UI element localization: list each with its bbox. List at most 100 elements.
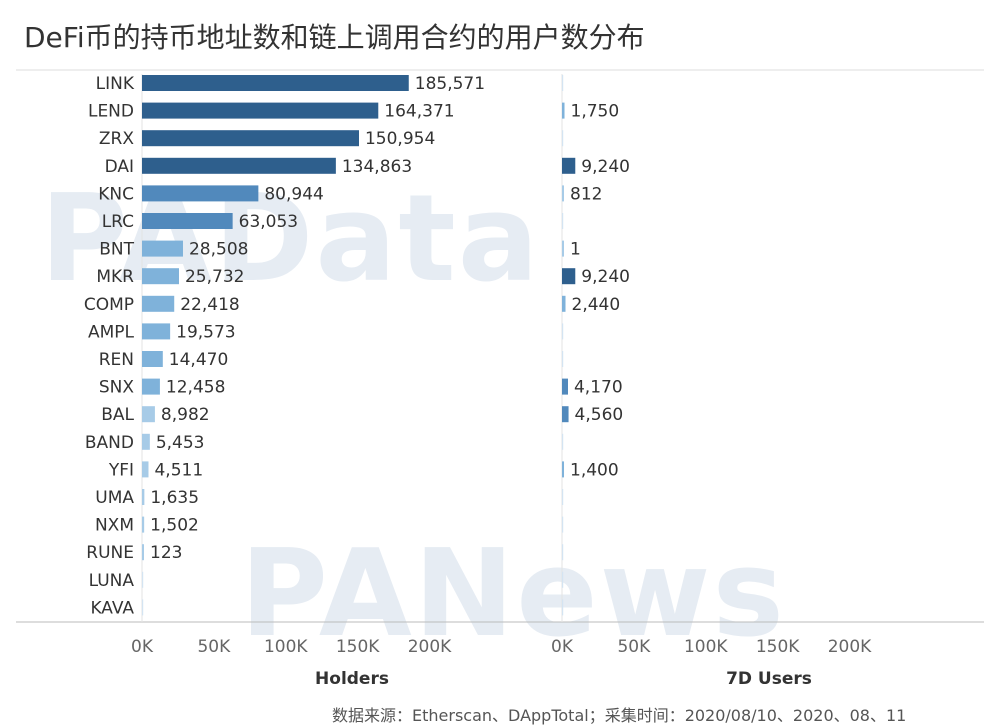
bar-users-dai — [562, 157, 576, 174]
bar-holders-lend — [142, 102, 379, 119]
bar-users-lrc — [562, 213, 564, 229]
bar-holders-kava — [142, 599, 144, 616]
bar-holders-comp — [142, 295, 175, 312]
data-label-holders-lend: 164,371 — [384, 102, 454, 122]
bar-users-rune — [562, 544, 564, 561]
source-note: 数据来源：Etherscan、DAppTotal；采集时间：2020/08/10… — [332, 706, 907, 725]
bar-users-ren — [562, 351, 564, 367]
tick-label-1-0: 0K — [551, 637, 574, 657]
data-label-users-comp: 2,440 — [572, 295, 621, 315]
data-label-holders-nxm: 1,502 — [150, 516, 199, 536]
bar-users-comp — [562, 295, 566, 312]
data-label-users-snx: 4,170 — [574, 378, 623, 398]
tick-label-0-4: 200K — [408, 637, 452, 657]
data-label-users-mkr: 9,240 — [581, 267, 630, 287]
bar-holders-bnt — [142, 240, 183, 257]
watermark-panews: PANews — [240, 525, 786, 664]
category-label-yfi: YFI — [108, 460, 134, 480]
category-label-kava: KAVA — [90, 598, 134, 618]
tick-label-1-2: 100K — [684, 637, 728, 657]
bar-holders-mkr — [142, 268, 179, 285]
tick-label-0-3: 150K — [336, 637, 380, 657]
category-label-uma: UMA — [95, 488, 134, 508]
data-label-holders-comp: 22,418 — [180, 295, 239, 315]
bar-holders-knc — [142, 185, 259, 202]
data-label-holders-dai: 134,863 — [342, 157, 412, 177]
bar-users-band — [562, 433, 564, 450]
bar-users-ampl — [562, 323, 564, 340]
bar-holders-link — [142, 75, 409, 91]
data-label-users-lend: 1,750 — [571, 102, 620, 122]
bar-users-luna — [562, 571, 564, 588]
bar-holders-band — [142, 433, 150, 450]
data-label-holders-ren: 14,470 — [169, 350, 228, 370]
category-label-bal: BAL — [101, 405, 134, 425]
bar-users-zrx — [562, 130, 564, 147]
bar-users-nxm — [562, 516, 564, 533]
bar-users-bnt — [562, 240, 564, 257]
bar-holders-yfi — [142, 461, 149, 478]
bar-holders-bal — [142, 406, 155, 423]
bar-users-kava — [562, 599, 564, 616]
category-label-snx: SNX — [99, 378, 135, 398]
bar-chart: LINK LEND ZRX DAI KNC LRC BNT MKR COMP AMPL REN SNX… — [16, 69, 984, 689]
data-label-holders-zrx: 150,954 — [365, 129, 435, 149]
tick-label-1-4: 200K — [828, 637, 872, 657]
category-label-mkr: MKR — [96, 267, 134, 287]
bar-holders-rune — [142, 544, 144, 561]
data-label-holders-ampl: 19,573 — [176, 322, 235, 342]
bar-users-lend — [562, 102, 565, 119]
data-label-users-bal: 4,560 — [575, 405, 624, 425]
category-label-zrx: ZRX — [99, 129, 134, 149]
category-label-band: BAND — [85, 433, 134, 453]
data-label-holders-uma: 1,635 — [150, 488, 199, 508]
watermark-padata: PAData — [40, 170, 541, 309]
axis-title-holders: Holders — [315, 669, 389, 689]
category-label-lend: LEND — [88, 102, 134, 122]
bar-holders-luna — [142, 571, 144, 588]
data-label-holders-rune: 123 — [150, 543, 182, 563]
data-label-holders-band: 5,453 — [156, 433, 205, 453]
data-label-users-yfi: 1,400 — [570, 460, 619, 480]
bar-users-mkr — [562, 268, 576, 285]
bar-users-snx — [562, 378, 568, 395]
axis-title-users: 7D Users — [726, 669, 812, 689]
category-label-ren: REN — [99, 350, 134, 370]
category-label-bnt: BNT — [99, 240, 134, 260]
data-label-holders-yfi: 4,511 — [154, 460, 203, 480]
data-label-holders-lrc: 63,053 — [239, 212, 298, 232]
tick-label-1-3: 150K — [756, 637, 800, 657]
bar-users-uma — [562, 489, 564, 505]
category-label-rune: RUNE — [86, 543, 134, 563]
bar-holders-nxm — [142, 516, 145, 533]
tick-label-0-1: 50K — [197, 637, 231, 657]
data-label-users-dai: 9,240 — [581, 157, 630, 177]
bar-holders-lrc — [142, 213, 233, 229]
category-label-comp: COMP — [84, 295, 134, 315]
category-label-dai: DAI — [105, 157, 134, 177]
bar-users-knc — [562, 185, 564, 202]
category-label-lrc: LRC — [102, 212, 134, 232]
tick-label-1-1: 50K — [617, 637, 651, 657]
tick-label-0-0: 0K — [131, 637, 154, 657]
bar-users-yfi — [562, 461, 565, 478]
category-label-nxm: NXM — [95, 516, 134, 536]
chart-title: DeFi币的持币地址数和链上调用合约的用户数分布 — [24, 21, 645, 54]
tick-label-0-2: 100K — [264, 637, 308, 657]
data-label-holders-bnt: 28,508 — [189, 240, 248, 260]
bar-holders-snx — [142, 378, 160, 395]
bar-holders-ren — [142, 351, 163, 367]
data-label-holders-link: 185,571 — [415, 74, 485, 94]
data-label-holders-mkr: 25,732 — [185, 267, 244, 287]
data-label-holders-knc: 80,944 — [264, 184, 323, 204]
category-label-knc: KNC — [98, 184, 134, 204]
data-label-users-knc: 812 — [570, 184, 602, 204]
data-label-holders-bal: 8,982 — [161, 405, 210, 425]
category-label-luna: LUNA — [89, 571, 135, 591]
category-label-link: LINK — [96, 74, 135, 94]
bar-users-link — [562, 75, 564, 91]
data-label-users-bnt: 1 — [570, 240, 581, 260]
bar-holders-zrx — [142, 130, 359, 147]
bar-holders-ampl — [142, 323, 171, 340]
category-label-ampl: AMPL — [88, 322, 135, 342]
